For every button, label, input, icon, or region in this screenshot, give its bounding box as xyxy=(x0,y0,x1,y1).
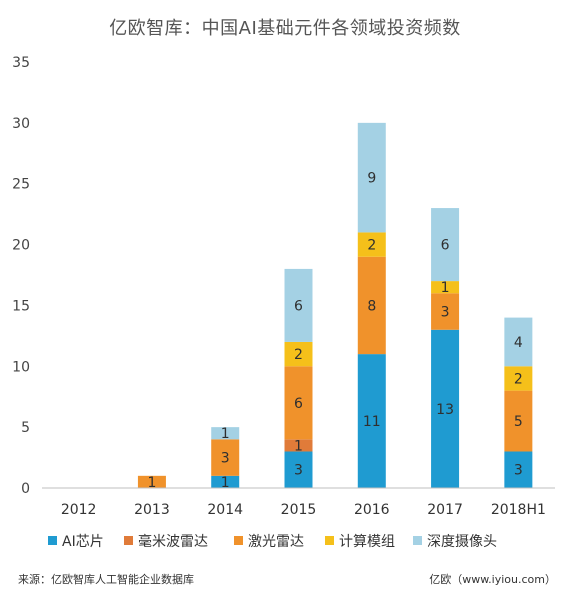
bar-segment xyxy=(284,341,313,367)
bar-segment xyxy=(504,366,533,391)
bar-segment xyxy=(284,439,313,452)
bar-segment xyxy=(137,475,166,488)
data-label: 6 xyxy=(294,396,303,412)
data-label: 8 xyxy=(367,298,376,314)
data-label: 1 xyxy=(441,280,450,296)
bar-segment xyxy=(431,329,460,488)
bar-segment xyxy=(431,281,460,294)
y-tick-label: 25 xyxy=(12,177,30,193)
source-note: 来源：亿欧智库人工智能企业数据库 xyxy=(18,573,194,586)
data-label: 3 xyxy=(294,463,303,479)
legend: AI芯片 毫米波雷达 激光雷达 计算模组 深度摄像头 xyxy=(48,533,497,550)
data-label: 3 xyxy=(514,463,523,479)
x-tick-label: 2017 xyxy=(427,502,463,518)
bar-segment xyxy=(357,256,386,355)
legend-swatch xyxy=(48,536,57,545)
legend-swatch xyxy=(325,536,334,545)
data-label: 1 xyxy=(294,438,303,454)
bar-segment xyxy=(431,293,460,330)
data-label: 11 xyxy=(363,414,381,430)
legend-label: 毫米波雷达 xyxy=(138,533,208,550)
data-label: 2 xyxy=(514,371,523,387)
y-tick-label: 20 xyxy=(12,238,30,254)
y-axis: 0 5 10 15 20 25 30 35 xyxy=(12,55,30,497)
bar-segment xyxy=(357,354,386,488)
bar-segment xyxy=(284,451,313,488)
data-label: 13 xyxy=(436,402,454,418)
x-tick-label: 2018H1 xyxy=(491,502,546,518)
y-tick-label: 10 xyxy=(12,359,30,375)
y-tick-label: 15 xyxy=(12,298,30,314)
bar-segment xyxy=(211,427,240,440)
chart-title: 亿欧智库：中国AI基础元件各领域投资频数 xyxy=(109,18,461,39)
data-label: 6 xyxy=(441,238,450,254)
legend-swatch xyxy=(124,536,133,545)
data-label: 9 xyxy=(367,171,376,187)
bar-segment xyxy=(431,208,460,282)
bar-segment xyxy=(284,366,313,440)
bar-segment xyxy=(211,475,240,488)
y-tick-label: 30 xyxy=(12,116,30,132)
bar-segment xyxy=(357,122,386,233)
y-tick-label: 5 xyxy=(21,420,30,436)
site-note: 亿欧（www.iyiou.com） xyxy=(429,573,556,586)
data-label: 1 xyxy=(147,475,156,491)
bar-segment xyxy=(357,232,386,257)
x-tick-label: 2016 xyxy=(354,502,390,518)
data-label: 2 xyxy=(294,347,303,363)
data-label: 1 xyxy=(221,426,230,442)
legend-label: 深度摄像头 xyxy=(427,534,497,550)
legend-swatch xyxy=(234,536,243,545)
bar-segment xyxy=(504,451,533,488)
x-axis: 2012 2013 2014 2015 2016 2017 2018H1 xyxy=(42,487,555,518)
data-label: 6 xyxy=(294,298,303,314)
legend-label: 计算模组 xyxy=(339,534,395,550)
bar-segment xyxy=(504,390,533,452)
data-label: 2 xyxy=(367,238,376,254)
data-label: 3 xyxy=(221,451,230,467)
legend-label: AI芯片 xyxy=(62,534,104,550)
x-tick-label: 2012 xyxy=(61,502,97,518)
x-tick-label: 2013 xyxy=(134,502,170,518)
legend-swatch xyxy=(413,536,422,545)
data-label: 1 xyxy=(221,475,230,491)
x-tick-label: 2014 xyxy=(207,502,243,518)
bar-segment xyxy=(284,268,313,342)
y-tick-label: 0 xyxy=(21,481,30,497)
bar-segment xyxy=(504,317,533,367)
data-label: 4 xyxy=(514,335,523,351)
bar-segment xyxy=(211,439,240,476)
x-tick-label: 2015 xyxy=(281,502,317,518)
y-tick-label: 35 xyxy=(12,55,30,71)
data-label: 5 xyxy=(514,414,523,430)
data-label: 3 xyxy=(441,305,450,321)
legend-label: 激光雷达 xyxy=(248,533,304,550)
